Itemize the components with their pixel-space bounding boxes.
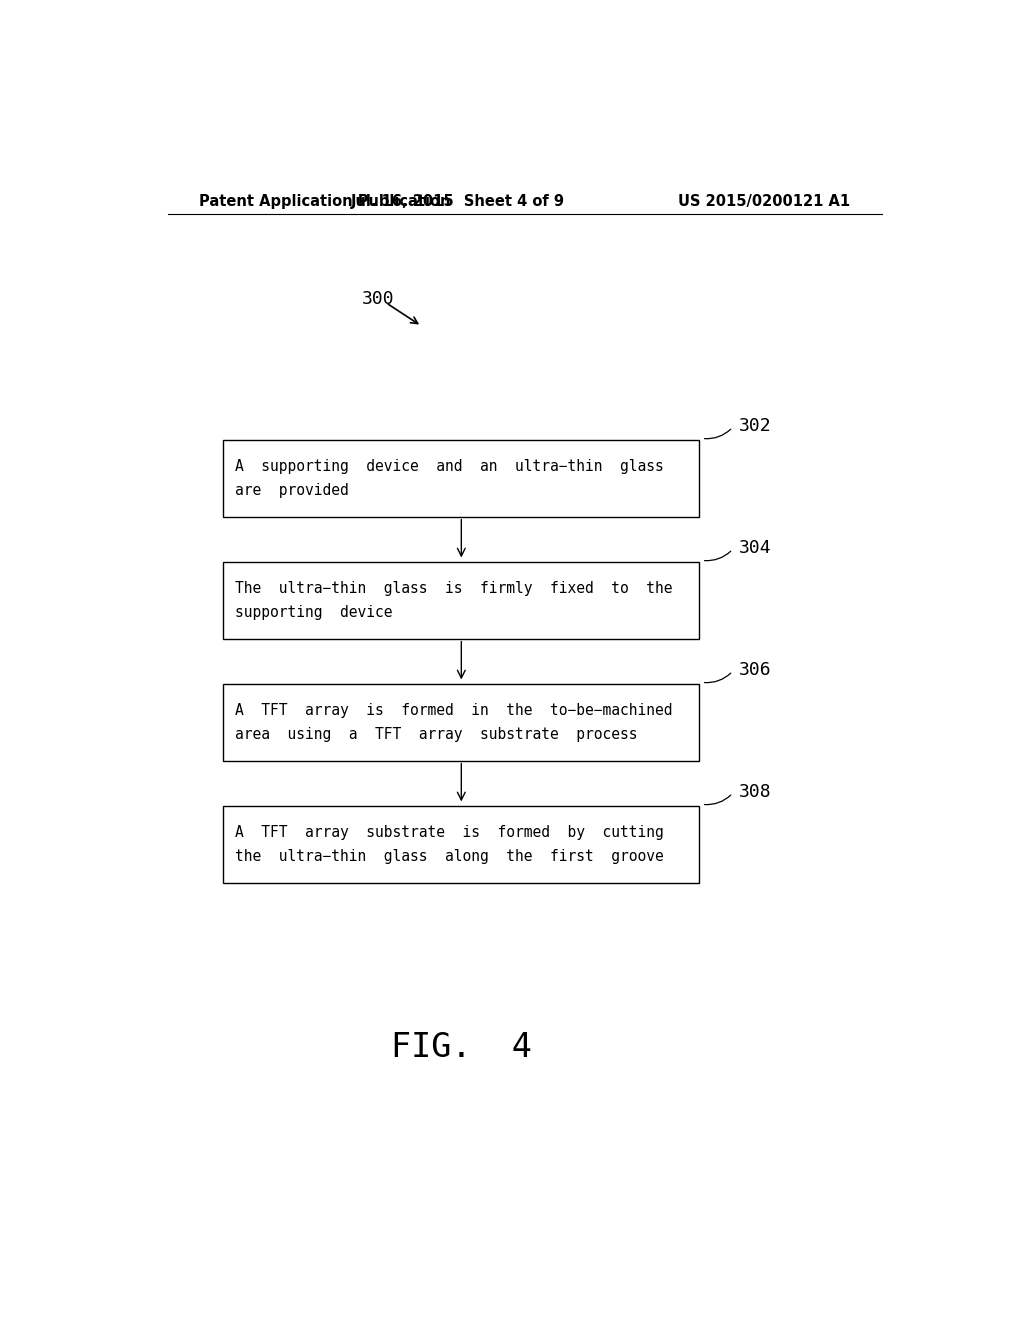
Text: US 2015/0200121 A1: US 2015/0200121 A1 bbox=[678, 194, 850, 209]
Text: the  ultra−thin  glass  along  the  first  groove: the ultra−thin glass along the first gro… bbox=[236, 849, 664, 863]
Text: 304: 304 bbox=[739, 540, 772, 557]
Text: FIG.  4: FIG. 4 bbox=[391, 1031, 531, 1064]
Text: Jul. 16, 2015  Sheet 4 of 9: Jul. 16, 2015 Sheet 4 of 9 bbox=[350, 194, 564, 209]
Text: 306: 306 bbox=[739, 661, 772, 680]
Text: 302: 302 bbox=[739, 417, 772, 436]
Text: are  provided: are provided bbox=[236, 483, 349, 498]
Text: The  ultra−thin  glass  is  firmly  fixed  to  the: The ultra−thin glass is firmly fixed to … bbox=[236, 581, 673, 597]
Bar bbox=[223, 807, 699, 883]
Text: 300: 300 bbox=[362, 289, 394, 308]
Bar bbox=[223, 684, 699, 760]
Bar bbox=[223, 562, 699, 639]
Text: 308: 308 bbox=[739, 783, 772, 801]
Text: A  TFT  array  is  formed  in  the  to−be−machined: A TFT array is formed in the to−be−machi… bbox=[236, 704, 673, 718]
Text: A  TFT  array  substrate  is  formed  by  cutting: A TFT array substrate is formed by cutti… bbox=[236, 825, 664, 840]
Text: area  using  a  TFT  array  substrate  process: area using a TFT array substrate process bbox=[236, 727, 638, 742]
Text: Patent Application Publication: Patent Application Publication bbox=[200, 194, 451, 209]
Bar bbox=[223, 441, 699, 516]
Text: supporting  device: supporting device bbox=[236, 605, 392, 620]
Text: A  supporting  device  and  an  ultra−thin  glass: A supporting device and an ultra−thin gl… bbox=[236, 459, 664, 474]
